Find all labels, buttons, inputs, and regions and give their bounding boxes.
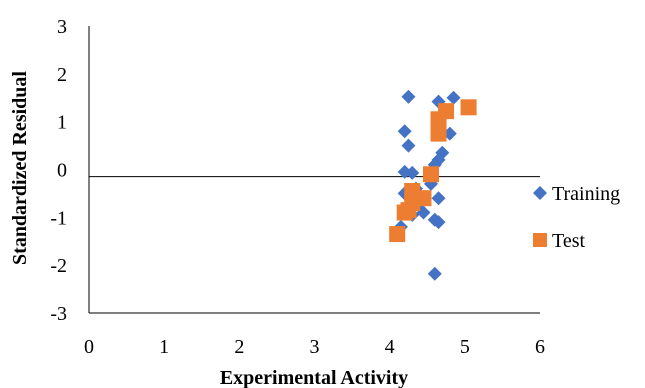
x-tick-labels: 0 1 2 3 4 5 6 <box>84 336 545 358</box>
test-point <box>396 204 413 221</box>
y-tick-labels: 3 2 1 0 -1 -2 -3 <box>50 16 67 325</box>
legend-test-marker <box>533 233 547 247</box>
training-point <box>397 124 412 139</box>
y-axis-title: Standardized Residual <box>9 71 31 265</box>
legend-label-test: Test <box>552 230 585 252</box>
y-tick-label: 1 <box>57 112 67 134</box>
legend-training-marker <box>533 186 547 200</box>
training-point <box>401 89 416 104</box>
plot-area <box>88 26 540 314</box>
legend-item-test[interactable]: Test <box>533 230 585 252</box>
x-tick-label: 2 <box>234 336 244 358</box>
y-tick-label: 0 <box>57 160 67 182</box>
test-point <box>460 99 477 116</box>
x-tick-label: 4 <box>385 336 395 358</box>
training-point <box>427 266 442 281</box>
test-point <box>430 125 447 142</box>
x-tick-label: 0 <box>84 336 94 358</box>
x-tick-label: 5 <box>460 336 470 358</box>
training-point <box>405 165 420 180</box>
data-points <box>389 89 477 281</box>
y-tick-label: 3 <box>57 16 67 38</box>
training-point <box>446 90 461 105</box>
training-point <box>401 138 416 153</box>
training-point <box>431 215 446 230</box>
x-axis-title: Experimental Activity <box>220 367 408 388</box>
test-point <box>389 226 406 243</box>
x-tick-label: 1 <box>159 336 169 358</box>
training-point <box>431 191 446 206</box>
legend-label-training: Training <box>552 183 620 205</box>
y-tick-label: -1 <box>50 207 67 229</box>
y-tick-label: 2 <box>57 64 67 86</box>
test-point <box>423 166 440 183</box>
x-tick-label: 6 <box>535 336 545 358</box>
legend-item-training[interactable]: Training <box>533 183 620 205</box>
y-tick-label: -3 <box>50 303 67 325</box>
y-tick-label: -2 <box>50 255 67 277</box>
x-tick-label: 3 <box>310 336 320 358</box>
legend: Training Test <box>533 183 620 252</box>
